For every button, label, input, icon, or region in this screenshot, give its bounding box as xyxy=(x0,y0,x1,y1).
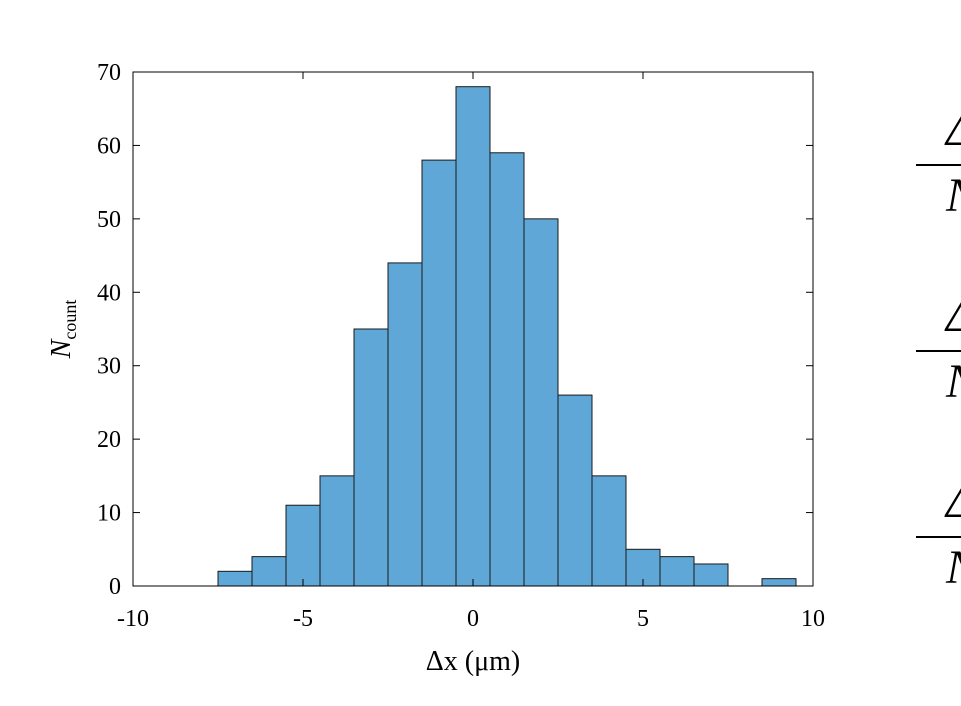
histogram-bar xyxy=(591,475,627,587)
x-tick-label: 5 xyxy=(637,606,649,632)
equation-1-numerator: Δ xyxy=(946,106,961,154)
y-tick-label: 30 xyxy=(97,354,121,380)
y-tick-label: 10 xyxy=(97,501,121,527)
y-axis-label: Ncount xyxy=(46,300,80,360)
histogram-bar xyxy=(285,504,321,587)
x-axis-label: Δx (μm) xyxy=(426,646,520,677)
histogram-bar xyxy=(387,262,423,587)
x-tick-label: 0 xyxy=(467,606,479,632)
x-tick-label: -10 xyxy=(117,606,149,632)
equation-2-numerator: Δ xyxy=(946,292,961,340)
y-tick-label: 0 xyxy=(109,574,121,600)
bars-layer xyxy=(217,86,797,587)
ticks-layer: -10 -5 0 5 10 0 10 20 30 40 50 60 70 xyxy=(97,60,825,632)
histogram-bar xyxy=(421,159,457,587)
histogram-bar xyxy=(523,218,559,587)
y-axis-label-main: N xyxy=(46,338,77,359)
histogram-bar xyxy=(489,152,525,587)
histogram-bar xyxy=(353,328,389,587)
equation-3-numerator: Δ xyxy=(946,478,961,526)
histogram-bar xyxy=(659,556,695,587)
equation-2-denominator: N xyxy=(946,358,961,406)
y-tick-label: 40 xyxy=(97,280,121,306)
y-axis-label-subscript: count xyxy=(60,300,80,340)
histogram-bar xyxy=(693,563,729,587)
x-tick-label: 10 xyxy=(801,606,825,632)
y-tick-label: 60 xyxy=(97,133,121,159)
histogram-bar xyxy=(319,475,355,587)
equation-1-fraction-bar xyxy=(916,164,961,166)
histogram-bar xyxy=(217,570,253,587)
y-tick-label: 50 xyxy=(97,207,121,233)
x-tick-label: -5 xyxy=(293,606,313,632)
equation-2-fraction-bar xyxy=(916,350,961,352)
equation-3-denominator: N xyxy=(946,544,961,592)
histogram-bar xyxy=(761,578,797,587)
histogram-bar xyxy=(557,394,593,587)
histogram-bar xyxy=(251,556,287,587)
equation-1-denominator: N xyxy=(946,172,961,220)
y-tick-label: 20 xyxy=(97,427,121,453)
histogram-bar xyxy=(455,86,491,587)
y-tick-label: 70 xyxy=(97,60,121,86)
equation-3-fraction-bar xyxy=(916,536,961,538)
